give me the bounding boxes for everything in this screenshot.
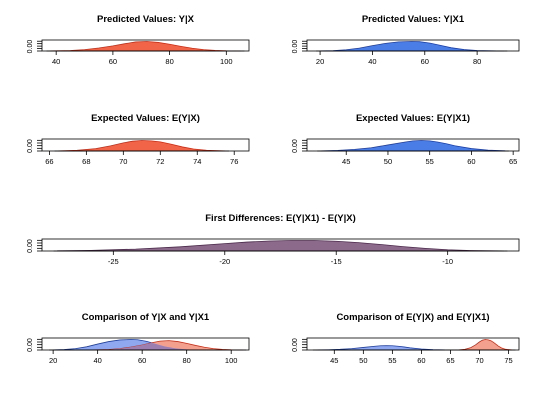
x-tick-label: 60 (421, 57, 429, 66)
x-tick-label: 50 (359, 356, 367, 365)
x-tick-label: -25 (108, 257, 119, 266)
panel-title: Expected Values: E(Y|X1) (356, 113, 470, 124)
x-tick-label: -15 (331, 257, 342, 266)
x-tick-label: 55 (426, 157, 434, 166)
panel-pv_yx: Predicted Values: Y|X 0.00 40 60 80 100 (27, 14, 250, 66)
y-tick-label: 0.00 (27, 338, 34, 352)
x-tick-label: 100 (225, 356, 238, 365)
y-tick-label: 0.00 (27, 40, 34, 54)
density-area-1 (58, 140, 226, 152)
plot-frame (41, 337, 250, 351)
panel-title: Predicted Values: Y|X1 (362, 14, 465, 25)
density-area-1 (50, 41, 241, 52)
x-tick-label: 60 (138, 356, 146, 365)
plot-frame (306, 138, 520, 152)
panel-fd: First Differences: E(Y|X1) - E(Y|X) 0.00 -… (27, 213, 520, 266)
x-tick-label: 40 (52, 57, 60, 66)
density-area-1 (319, 41, 504, 52)
x-tick-label: 65 (446, 356, 454, 365)
panel-ev_yx1: Expected Values: E(Y|X1) 0.00 45 50 55 60 65 (292, 113, 520, 166)
plot-frame (41, 39, 250, 52)
x-tick-label: 50 (384, 157, 392, 166)
x-tick-label: 45 (330, 356, 338, 365)
x-tick-label: -20 (219, 257, 230, 266)
density-area-1 (57, 240, 504, 252)
panel-pv_yx1: Predicted Values: Y|X1 0.00 20 40 60 80 (292, 14, 520, 66)
panel-title: Predicted Values: Y|X (97, 14, 195, 25)
plot-frame (41, 138, 250, 152)
density-area-1 (320, 140, 506, 152)
x-tick-label: 66 (45, 157, 53, 166)
y-tick-label: 0.00 (292, 40, 299, 54)
x-tick-label: 72 (156, 157, 164, 166)
panel-title: Expected Values: E(Y|X) (91, 113, 200, 124)
x-tick-label: 65 (509, 157, 517, 166)
plot-frame (306, 39, 520, 52)
x-tick-label: 76 (230, 157, 238, 166)
panel-title: Comparison of E(Y|X) and E(Y|X1) (336, 312, 489, 323)
x-tick-label: 45 (342, 157, 350, 166)
panel-cmp_pv: Comparison of Y|X and Y|X1 0.00 20 40 60 80 10… (27, 312, 250, 365)
x-tick-label: 20 (316, 57, 324, 66)
x-tick-label: 40 (368, 57, 376, 66)
x-tick-label: 20 (49, 356, 57, 365)
x-tick-label: 60 (417, 356, 425, 365)
x-tick-label: 100 (220, 57, 233, 66)
y-tick-label: 0.00 (292, 338, 299, 352)
plot-frame (306, 337, 520, 351)
x-tick-label: 70 (475, 356, 483, 365)
x-tick-label: 60 (109, 57, 117, 66)
x-tick-label: 40 (93, 356, 101, 365)
x-tick-label: 55 (388, 356, 396, 365)
x-tick-label: 70 (119, 157, 127, 166)
panel-title: Comparison of Y|X and Y|X1 (82, 312, 210, 323)
x-tick-label: 80 (165, 57, 173, 66)
panel-title: First Differences: E(Y|X1) - E(Y|X) (205, 213, 356, 224)
x-tick-label: 74 (193, 157, 201, 166)
density-area-1 (316, 345, 446, 351)
panel-cmp_ev: Comparison of E(Y|X) and E(Y|X1) 0.00 45 50… (292, 312, 520, 365)
y-tick-label: 0.00 (27, 239, 34, 253)
x-tick-label: 68 (82, 157, 90, 166)
x-tick-label: 75 (504, 356, 512, 365)
x-tick-label: 60 (467, 157, 475, 166)
x-tick-label: 80 (473, 57, 481, 66)
y-tick-label: 0.00 (292, 139, 299, 153)
plot-frame (41, 238, 520, 252)
panel-ev_yx: Expected Values: E(Y|X) 0.00 66 68 70 72 74 76 (27, 113, 250, 166)
density-area-2 (458, 339, 512, 351)
y-tick-label: 0.00 (27, 139, 34, 153)
x-tick-label: -10 (442, 257, 453, 266)
x-tick-label: 80 (183, 356, 191, 365)
